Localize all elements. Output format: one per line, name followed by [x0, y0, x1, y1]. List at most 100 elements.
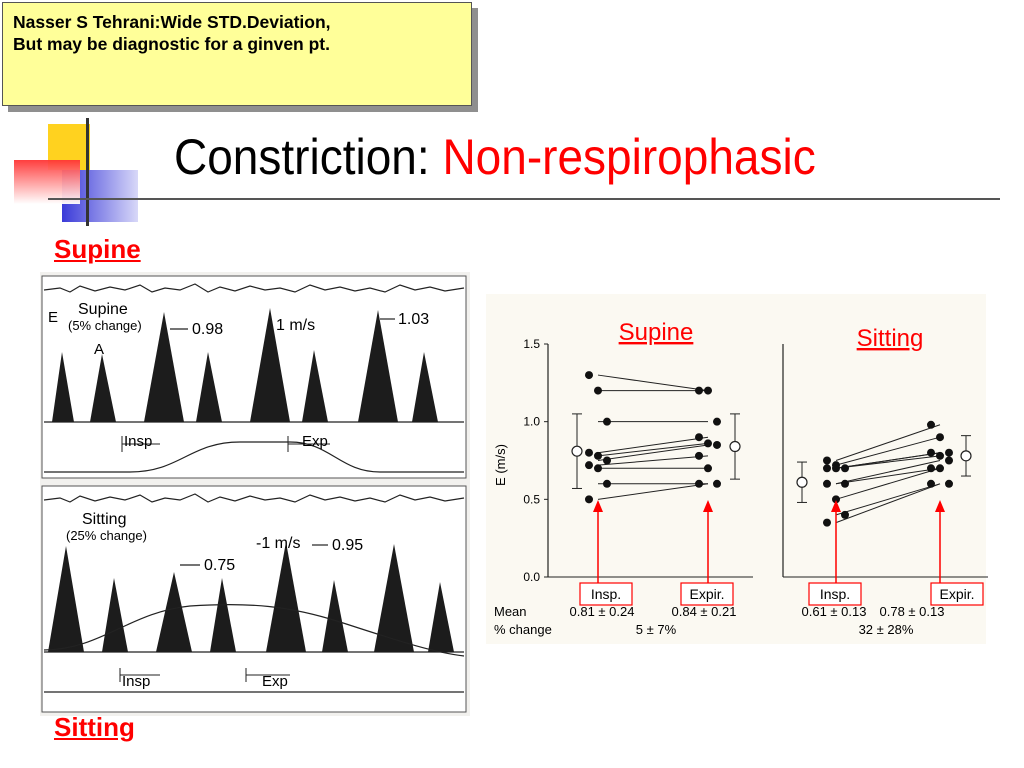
- category-box: [579, 582, 633, 606]
- doppler-waves-top: [52, 308, 438, 422]
- pair-line: [835, 455, 941, 469]
- red-arrow-head: [831, 500, 841, 512]
- title-accent: Non-respirophasic: [442, 129, 816, 185]
- data-point-expir: [704, 439, 712, 448]
- mean-expir-label: 0.78 ± 0.13: [880, 604, 945, 619]
- chart-panel-supine: Supine Insp. Expir. 0.81 ± 0.24 0.84 ± 0.21 5…: [548, 319, 753, 637]
- insp-label-bottom: Insp: [122, 673, 150, 690]
- doppler-tracings: Insp Exp E A Supine (5% change) 0.98 1 m…: [40, 272, 470, 716]
- velocity-label-5: -1 m/s: [256, 535, 300, 552]
- mean-insp-label: 0.61 ± 0.13: [802, 604, 867, 619]
- title-main: Constriction:: [174, 129, 430, 185]
- data-point-insp: [585, 461, 593, 470]
- title-rule: [48, 198, 1000, 200]
- category-label: Expir.: [939, 586, 974, 602]
- data-point-expir: [927, 420, 935, 429]
- pair-line: [835, 467, 941, 485]
- category-label: Insp.: [820, 586, 850, 602]
- data-point-expir: [695, 479, 703, 488]
- chart-panel-title: Supine: [619, 319, 694, 346]
- corner-decoration: [10, 118, 140, 228]
- row-label-pct: % change: [494, 622, 552, 637]
- doppler-sitting-title: Sitting: [82, 511, 126, 528]
- data-point-expir: [936, 433, 944, 442]
- doppler-panel-supine: Insp Exp E A Supine (5% change) 0.98 1 m…: [41, 275, 467, 479]
- category-box: [808, 582, 862, 606]
- chart-panel-sitting: Sitting Insp. Expir. 0.61 ± 0.13 0.78 ± 0.13…: [782, 325, 988, 637]
- doppler-supine-title: Supine: [78, 301, 128, 318]
- y-axis: 1.5 1.0 0.5 0.0: [523, 337, 549, 584]
- mean-marker: [729, 440, 741, 453]
- wave-e-label: E: [48, 309, 58, 326]
- pair-line: [597, 444, 709, 461]
- data-point-expir: [704, 464, 712, 473]
- data-point-expir: [713, 479, 721, 488]
- doppler-supine-change: (5% change): [68, 318, 142, 333]
- category-box: [680, 582, 734, 606]
- red-arrow-head: [703, 500, 713, 512]
- data-point-insp: [823, 479, 831, 488]
- pct-change-label: 5 ± 7%: [636, 622, 677, 637]
- pair-line: [835, 424, 941, 461]
- pair-line: [835, 436, 941, 466]
- data-point-expir: [695, 386, 703, 395]
- data-point-insp: [603, 417, 611, 426]
- sticky-note: Nasser S Tehrani:Wide STD.Deviation, But…: [2, 2, 472, 106]
- velocity-label-4: 0.75: [204, 557, 235, 574]
- velocity-label-6: 0.95: [332, 537, 363, 554]
- pair-line: [597, 455, 709, 466]
- red-arrow-head: [935, 500, 945, 512]
- red-arrow-head: [593, 500, 603, 512]
- data-point-insp: [841, 464, 849, 473]
- y-tick-label: 0.5: [523, 492, 540, 506]
- data-point-insp: [594, 386, 602, 395]
- wave-a-label: A: [94, 341, 104, 358]
- data-point-insp: [841, 510, 849, 519]
- data-point-insp: [603, 456, 611, 465]
- data-point-insp: [585, 371, 593, 380]
- mean-marker: [796, 476, 808, 488]
- mean-expir-label: 0.84 ± 0.21: [672, 604, 737, 619]
- data-point-insp: [585, 495, 593, 504]
- pair-line: [835, 460, 941, 485]
- pct-change-label: 32 ± 28%: [859, 622, 914, 637]
- data-point-insp: [823, 456, 831, 465]
- y-tick-label: 1.0: [523, 415, 540, 429]
- pair-line: [597, 442, 709, 457]
- doppler-panel-sitting: Insp Exp Sitting (25% change) 0.75 -1 m/…: [41, 485, 467, 713]
- note-line-2: But may be diagnostic for a ginven pt.: [13, 34, 330, 54]
- sitting-label: Sitting: [54, 712, 135, 742]
- data-point-expir: [936, 464, 944, 473]
- mean-marker: [571, 445, 583, 457]
- chart-panel-title: Sitting: [857, 325, 924, 352]
- pair-line: [835, 452, 941, 469]
- pair-line: [597, 483, 709, 500]
- pair-line: [597, 374, 709, 392]
- data-point-insp: [594, 451, 602, 460]
- category-label: Expir.: [689, 586, 724, 602]
- data-point-expir: [945, 456, 953, 465]
- mean-marker: [960, 450, 972, 462]
- y-tick-label: 0.0: [523, 570, 540, 584]
- insp-label-top: Insp: [124, 433, 152, 450]
- y-axis-label: E (m/s): [493, 444, 508, 486]
- pair-line: [835, 483, 941, 524]
- slide-title: Constriction: Non-respirophasic: [174, 128, 816, 186]
- data-point-expir: [945, 448, 953, 457]
- y-tick-label: 1.5: [523, 337, 540, 351]
- data-point-insp: [823, 518, 831, 527]
- data-point-expir: [927, 479, 935, 488]
- data-point-expir: [936, 451, 944, 460]
- data-point-expir: [704, 386, 712, 395]
- ecg-trace-bottom: [43, 493, 465, 503]
- category-label: Insp.: [591, 586, 621, 602]
- data-point-expir: [927, 448, 935, 457]
- doppler-sitting-change: (25% change): [66, 528, 147, 543]
- velocity-label-2: 1 m/s: [276, 317, 315, 334]
- data-point-insp: [841, 479, 849, 488]
- pair-line: [835, 467, 941, 500]
- data-point-insp: [832, 495, 840, 504]
- data-point-expir: [695, 451, 703, 460]
- data-point-insp: [603, 479, 611, 488]
